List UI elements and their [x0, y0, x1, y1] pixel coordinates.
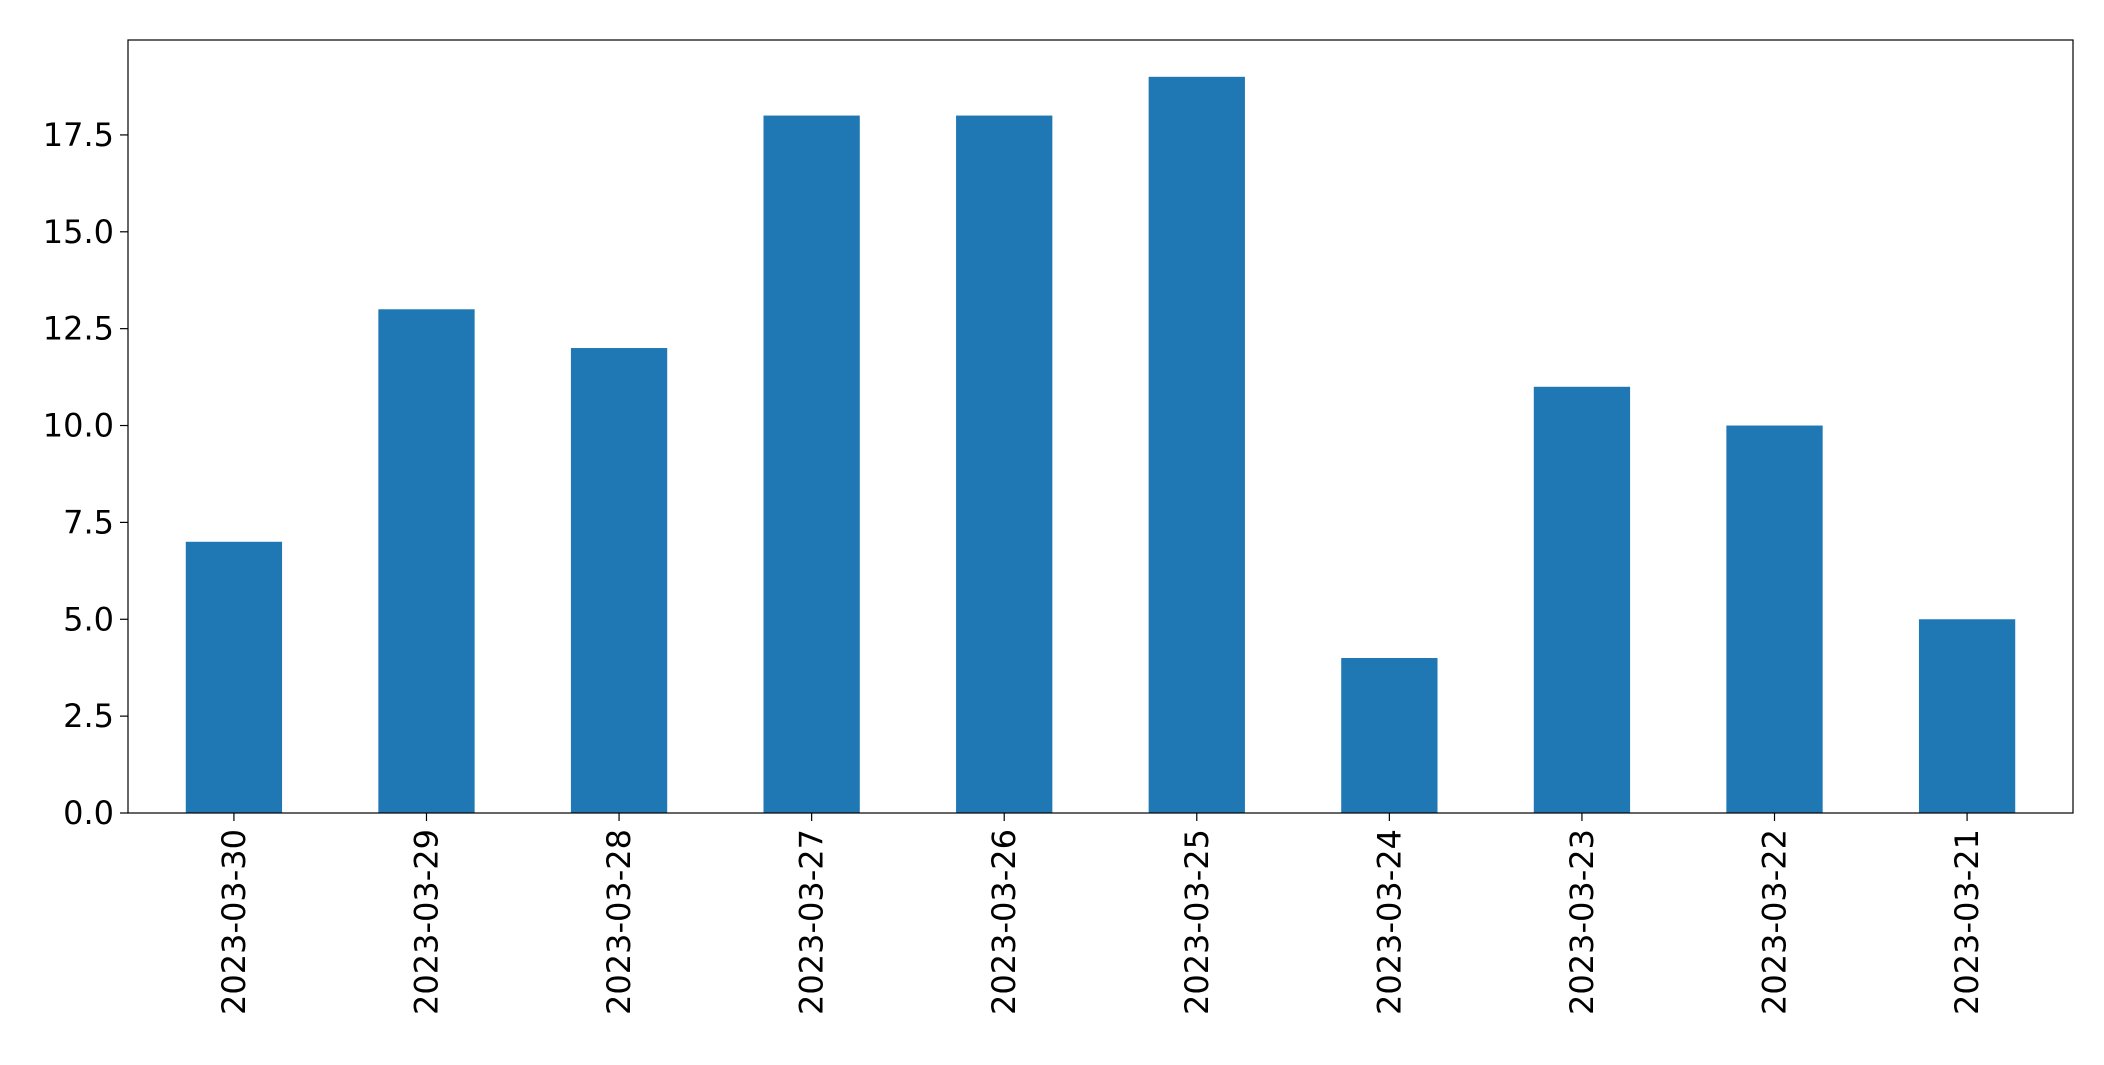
y-tick-label: 5.0: [63, 600, 114, 638]
plot-frame: [127, 39, 2074, 814]
bar-2023-03-22: [1726, 425, 1823, 813]
x-axis: 2023-03-30 2023-03-29 2023-03-28 2023-03-27…: [215, 813, 1986, 1015]
bar-2023-03-21: [1918, 619, 2016, 813]
y-tick-label: 17.5: [43, 116, 114, 154]
y-tick-label: 10.0: [43, 407, 114, 445]
x-tick-label: 2023-03-24: [1370, 829, 1408, 1015]
bar-2023-03-26: [956, 115, 1053, 813]
x-tick-label: 2023-03-26: [985, 829, 1023, 1015]
y-tick-label: 12.5: [43, 310, 114, 348]
bar-2023-03-24: [1341, 658, 1438, 813]
bars-layer: [185, 76, 2016, 814]
bar-2023-03-27: [763, 115, 860, 813]
x-tick-label: 2023-03-21: [1948, 829, 1986, 1015]
y-tick-label: 7.5: [63, 503, 114, 541]
y-tick-label: 0.0: [63, 794, 114, 832]
bar-2023-03-29: [378, 309, 475, 813]
x-tick-label: 2023-03-22: [1756, 829, 1794, 1015]
bar-2023-03-23: [1533, 386, 1631, 813]
x-tick-label: 2023-03-27: [793, 829, 831, 1015]
x-tick-label: 2023-03-25: [1178, 829, 1216, 1015]
y-tick-label: 2.5: [63, 697, 114, 735]
x-tick-label: 2023-03-23: [1563, 829, 1601, 1015]
y-tick-label: 15.0: [43, 213, 114, 251]
x-tick-label: 2023-03-29: [407, 829, 445, 1015]
bar-2023-03-28: [570, 348, 668, 813]
x-tick-label: 2023-03-28: [600, 829, 638, 1015]
y-axis: 0.0 2.5 5.0 7.5 10.0 12.5 15.0 17.5: [43, 116, 128, 832]
x-tick-label: 2023-03-30: [215, 829, 253, 1015]
bar-2023-03-30: [185, 541, 283, 813]
bar-2023-03-25: [1148, 76, 1245, 814]
